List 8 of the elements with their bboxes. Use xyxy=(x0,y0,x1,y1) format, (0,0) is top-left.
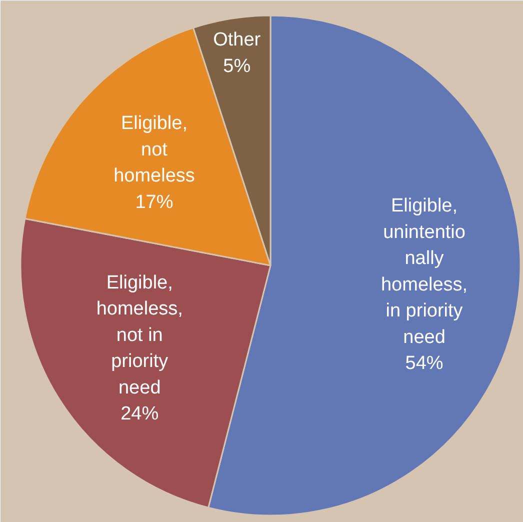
data-label: 5% xyxy=(223,56,251,77)
data-label: 54% xyxy=(405,353,444,374)
slice-label: Other xyxy=(213,30,262,51)
data-label: 24% xyxy=(120,404,159,425)
slice-label: Eligible, not homeless xyxy=(114,113,195,187)
slice-label: Eligible, homeless, not in priority need xyxy=(96,272,183,398)
data-label: 17% xyxy=(135,192,174,213)
slice-label: Eligible, unintentio nally homeless, in priority need xyxy=(380,196,468,348)
